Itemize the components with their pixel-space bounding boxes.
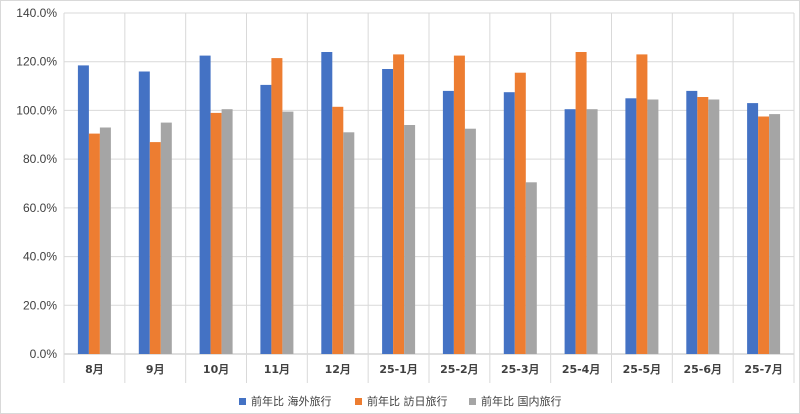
- bar-series-0: [260, 84, 272, 355]
- y-tick-label: 40.0%: [23, 250, 57, 264]
- bar-series-0: [503, 92, 515, 354]
- bar-series-2: [769, 114, 781, 354]
- legend-item: 前年比 海外旅行: [239, 394, 332, 408]
- gridlines: [63, 12, 795, 383]
- bar-series-1: [514, 72, 526, 354]
- legend-label-inbound: 前年比 訪日旅行: [367, 394, 448, 408]
- x-category-label: 12月: [325, 363, 351, 376]
- bar-series-1: [393, 54, 405, 355]
- bar-series-0: [199, 55, 211, 354]
- bar-series-2: [99, 127, 111, 354]
- bar-series-0: [77, 65, 89, 355]
- y-tick-label: 60.0%: [23, 201, 57, 215]
- x-category-label: 25-6月: [683, 363, 722, 376]
- legend-item: 前年比 訪日旅行: [355, 394, 448, 408]
- bar-series-1: [332, 106, 344, 354]
- bar-series-0: [686, 90, 698, 355]
- bar-series-0: [625, 98, 637, 355]
- x-category-label: 25-7月: [744, 363, 783, 376]
- y-tick-label: 80.0%: [23, 152, 57, 166]
- bar-series-2: [708, 99, 720, 354]
- x-category-label: 8月: [85, 363, 104, 376]
- x-category-label: 25-3月: [501, 363, 540, 376]
- x-axis: 8月 9月 10月 11月 12月 25-1月 25-2月 25-3月 25-4…: [85, 363, 783, 376]
- bar-series-1: [575, 52, 587, 354]
- bar-series-0: [321, 52, 333, 354]
- bar-series-2: [343, 132, 355, 354]
- bar-series-0: [564, 109, 576, 354]
- bar-series-2: [586, 109, 598, 354]
- legend-swatch-domestic: [469, 398, 476, 405]
- bar-series-2: [404, 125, 416, 354]
- bar-series-1: [88, 133, 100, 354]
- y-tick-label: 0.0%: [30, 347, 58, 361]
- bar-series-0: [138, 71, 150, 354]
- bar-series-1: [210, 112, 222, 355]
- legend-swatch-inbound: [355, 398, 362, 405]
- bar-series-1: [697, 97, 709, 354]
- x-category-label: 9月: [146, 363, 165, 376]
- bar-series-1: [636, 54, 648, 355]
- x-category-label: 25-2月: [440, 363, 479, 376]
- bar-series-2: [464, 128, 476, 354]
- bar-series-2: [525, 182, 537, 354]
- bar-series-2: [160, 122, 172, 354]
- bar-series-2: [647, 99, 659, 354]
- y-tick-label: 20.0%: [23, 298, 57, 312]
- bar-series-1: [453, 55, 465, 354]
- bar-series-1: [271, 58, 283, 354]
- bar-series-2: [282, 111, 294, 354]
- legend-swatch-overseas: [239, 398, 246, 405]
- bar-series-0: [382, 69, 394, 354]
- bar-series-0: [442, 90, 454, 355]
- bars: [77, 52, 781, 355]
- y-axis: 0.0% 20.0% 40.0% 60.0% 80.0% 100.0% 120.…: [16, 6, 57, 361]
- bar-series-0: [747, 103, 759, 354]
- legend-item: 前年比 国内旅行: [469, 394, 562, 408]
- y-tick-label: 100.0%: [16, 103, 57, 117]
- legend-label-overseas: 前年比 海外旅行: [251, 394, 332, 408]
- bar-series-1: [149, 142, 161, 354]
- x-category-label: 25-4月: [562, 363, 601, 376]
- bar-series-2: [221, 109, 233, 354]
- bar-series-1: [758, 116, 770, 354]
- y-tick-label: 140.0%: [16, 6, 57, 20]
- x-category-label: 25-5月: [623, 363, 662, 376]
- x-category-label: 25-1月: [379, 363, 418, 376]
- y-tick-label: 120.0%: [16, 55, 57, 69]
- legend: 前年比 海外旅行 前年比 訪日旅行 前年比 国内旅行: [239, 394, 562, 408]
- legend-label-domestic: 前年比 国内旅行: [481, 394, 562, 408]
- x-category-label: 10月: [203, 363, 229, 376]
- x-category-label: 11月: [264, 363, 290, 376]
